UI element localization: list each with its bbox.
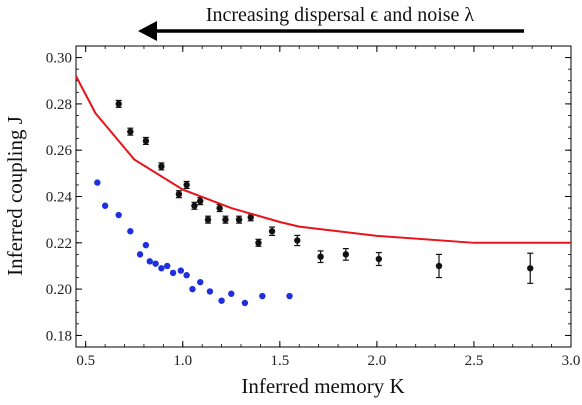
data-point (206, 288, 214, 295)
data-point (342, 251, 350, 258)
y-tick-label: 0.20 (46, 282, 72, 298)
data-point (241, 299, 249, 307)
data-point (375, 255, 383, 263)
data-point (255, 239, 262, 247)
data-point (146, 258, 153, 265)
data-point (164, 262, 171, 270)
series-line (75, 75, 571, 244)
data-point (177, 267, 185, 274)
y-tick-label: 0.18 (46, 328, 72, 344)
x-tick-label: 1.0 (173, 353, 192, 369)
data-point (191, 202, 198, 209)
data-point (94, 179, 101, 186)
data-point (169, 269, 177, 277)
series-2 (75, 75, 571, 244)
y-axis-title: Inferred coupling J (3, 116, 27, 276)
data-point (259, 292, 266, 300)
data-point (158, 163, 165, 170)
y-tick-label: 0.24 (46, 190, 73, 206)
y-tick-label: 0.22 (46, 236, 72, 252)
data-point (218, 297, 225, 304)
data-point (142, 137, 150, 145)
data-point (204, 216, 212, 223)
data-point (247, 214, 254, 221)
data-point (183, 181, 190, 189)
data-point (183, 272, 190, 279)
banner-text: Increasing dispersal ϵ and noise λ (206, 4, 475, 26)
data-point (527, 265, 534, 272)
data-point (136, 251, 144, 258)
y-tick-label: 0.28 (46, 97, 72, 113)
data-point (268, 228, 276, 235)
data-point (158, 265, 165, 272)
data-point (152, 260, 159, 267)
data-point (197, 197, 204, 205)
data-point (142, 241, 150, 249)
x-tick-label: 2.0 (368, 353, 387, 369)
data-point (127, 228, 134, 235)
x-tick-label: 2.5 (465, 353, 484, 369)
data-point (294, 237, 301, 244)
series-layer (75, 75, 571, 307)
data-point (222, 216, 229, 223)
y-tick-label: 0.26 (46, 143, 73, 159)
x-tick-label: 1.5 (270, 353, 289, 369)
series-1 (94, 179, 293, 307)
data-point (101, 202, 109, 209)
banner: Increasing dispersal ϵ and noise λ (138, 2, 524, 41)
banner-arrow-head (138, 21, 157, 41)
y-tick-label: 0.30 (46, 51, 72, 67)
data-point (115, 211, 122, 219)
data-point (189, 285, 196, 293)
plot-frame (75, 45, 572, 348)
data-point (435, 262, 443, 270)
x-tick-label: 0.5 (76, 353, 95, 369)
x-axis-title: Inferred memory K (241, 374, 404, 398)
data-point (317, 253, 324, 260)
series-0 (115, 99, 534, 284)
x-tick-label: 3.0 (562, 353, 581, 369)
data-point (127, 128, 134, 135)
data-point (115, 100, 122, 108)
data-point (216, 204, 223, 212)
y-axis-ticks: 0.18 0.20 0.22 0.24 0.26 0.28 0.30 (46, 51, 571, 344)
data-point (197, 278, 204, 286)
data-point (286, 292, 293, 300)
banner-text-bg (160, 2, 520, 26)
data-point (175, 190, 183, 198)
data-point (228, 290, 235, 297)
x-axis-ticks: 0.5 1.0 1.5 2.0 2.5 3.0 (76, 46, 580, 369)
data-point (235, 216, 243, 223)
